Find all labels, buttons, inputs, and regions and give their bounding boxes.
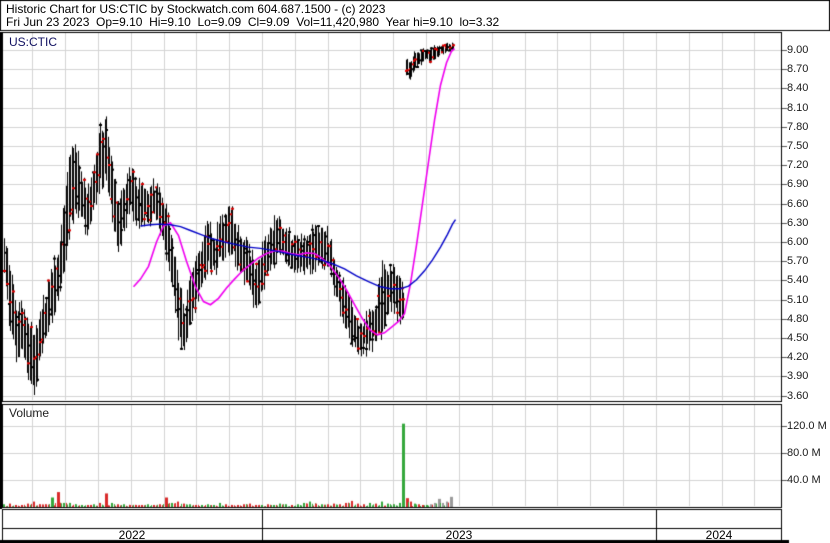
price-tick-label: 6.00: [787, 236, 809, 248]
price-tick-label: 4.50: [787, 332, 809, 344]
chart-title-line: Historic Chart for US:CTIC by Stockwatch…: [6, 2, 386, 16]
chart-ohlc-summary-line: Fri Jun 23 2023 Op=9.10 Hi=9.10 Lo=9.09 …: [6, 15, 500, 29]
price-tick-label: 5.70: [787, 255, 809, 267]
price-tick-label: 5.40: [787, 274, 809, 286]
price-tick-label: 8.10: [787, 102, 809, 114]
price-tick-label: 6.30: [787, 217, 809, 229]
price-tick-label: 5.10: [787, 294, 809, 306]
year-label-2022: 2022: [118, 528, 146, 542]
volume-panel-title: Volume: [9, 406, 50, 420]
year-label-2023: 2023: [445, 528, 473, 542]
price-tick-label: 8.70: [787, 63, 809, 75]
volume-tick-label: 120.0 M: [787, 420, 827, 432]
price-tick-label: 9.00: [787, 44, 809, 56]
symbol-label: US:CTIC: [9, 35, 57, 49]
volume-tick-label: 80.0 M: [787, 447, 821, 459]
price-tick-label: 3.60: [787, 390, 809, 402]
price-tick-label: 4.20: [787, 351, 809, 363]
year-label-2024: 2024: [705, 528, 733, 542]
price-tick-label: 6.60: [787, 198, 809, 210]
price-tick-label: 3.90: [787, 370, 809, 382]
price-tick-label: 7.20: [787, 159, 809, 171]
volume-tick-label: 40.0 M: [787, 474, 821, 486]
price-tick-label: 7.50: [787, 140, 809, 152]
price-tick-label: 8.40: [787, 82, 809, 94]
price-tick-label: 6.90: [787, 178, 809, 190]
price-tick-label: 7.80: [787, 121, 809, 133]
price-tick-label: 4.80: [787, 313, 809, 325]
